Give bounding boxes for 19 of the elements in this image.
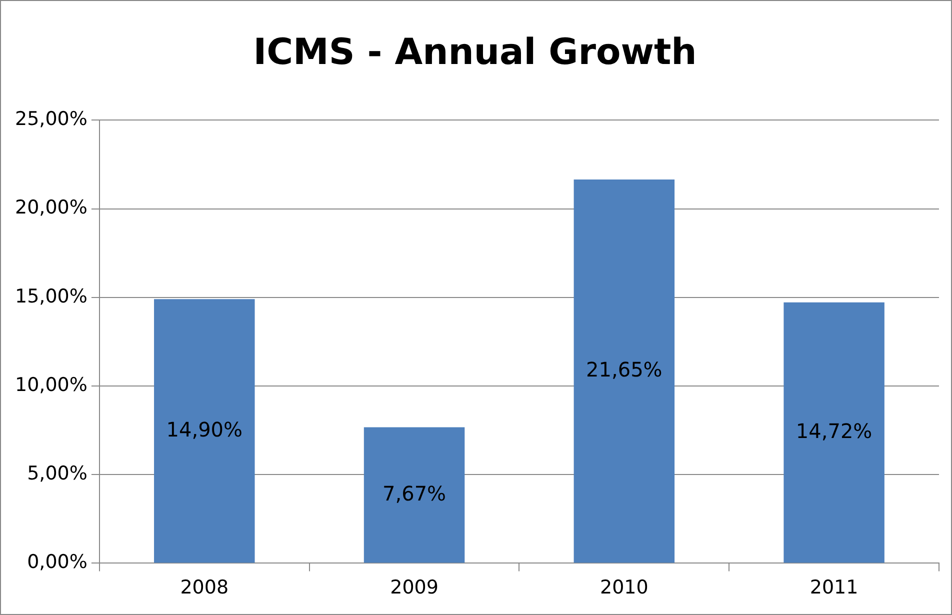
bar [784,302,884,563]
bar [574,180,675,563]
bar [154,299,255,563]
data-label: 14,90% [166,417,243,442]
y-tick-label: 20,00% [14,196,88,219]
x-tick-label: 2010 [600,576,648,599]
y-tick-label: 5,00% [27,462,88,485]
x-tick-label: 2011 [810,576,858,599]
y-tick-label: 15,00% [14,285,88,308]
chart-title: ICMS - Annual Growth [253,32,697,73]
y-tick-label: 10,00% [14,374,88,396]
data-label: 7,67% [382,481,446,506]
x-tick-label: 2008 [180,576,229,599]
bar [364,427,465,563]
x-tick-label: 2009 [390,576,438,599]
data-label: 14,72% [796,418,872,443]
y-tick-label: 25,00% [14,108,88,130]
data-label: 21,65% [586,358,662,382]
y-tick-label: 0,00% [27,551,88,574]
